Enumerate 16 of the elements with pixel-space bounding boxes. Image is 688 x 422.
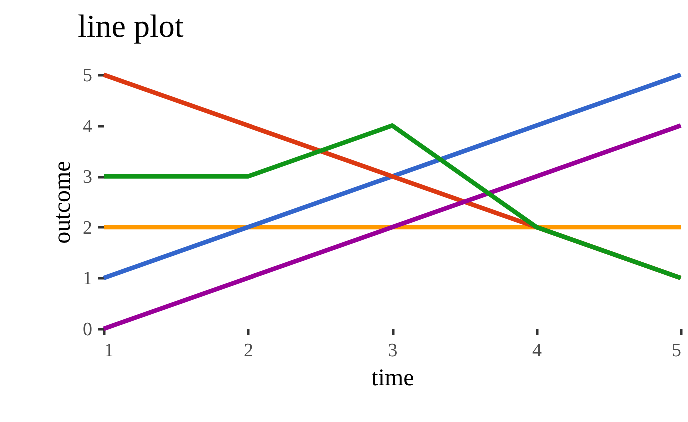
y-tick-label: 3 — [83, 167, 92, 188]
y-tick-label: 0 — [83, 320, 92, 340]
x-tick-label: 3 — [388, 340, 398, 362]
y-tick-label: 1 — [83, 268, 92, 290]
x-axis-title: time — [372, 366, 414, 392]
x-tick-label: 5 — [672, 340, 682, 362]
line-series — [102, 124, 684, 332]
y-axis-title: outcome — [50, 161, 76, 244]
x-tick-label: 1 — [104, 340, 114, 362]
y-tick-label: 2 — [83, 218, 92, 239]
y-tick-label: 5 — [83, 66, 92, 86]
chart-title: line plot — [78, 8, 184, 44]
x-tick-label: 4 — [532, 340, 542, 362]
line-series — [102, 72, 684, 280]
y-tick-label: 4 — [83, 116, 93, 138]
x-tick-label: 2 — [244, 340, 254, 362]
